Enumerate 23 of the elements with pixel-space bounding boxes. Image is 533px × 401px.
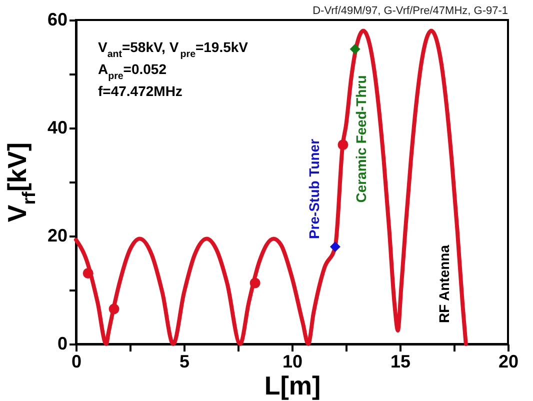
point (338, 140, 348, 150)
annotation: f=47.472MHz (98, 83, 182, 99)
line-series (74, 28, 468, 346)
x-tick-label: 5 (179, 352, 190, 372)
point (82, 268, 94, 278)
annotation: Pre-Stub Tuner (306, 138, 322, 240)
y-tick-label: 60 (47, 10, 68, 30)
x-tick-label: 0 (71, 352, 82, 372)
point (350, 44, 360, 54)
x-tick-label: 20 (498, 352, 519, 372)
x-tick-label: 15 (390, 352, 411, 372)
y-tick-label: 40 (47, 118, 68, 138)
point (250, 278, 260, 288)
annotation: Ceramic Feed-Thru (353, 75, 369, 203)
point (330, 242, 340, 252)
x-tick-label: 10 (282, 352, 303, 372)
point (108, 304, 120, 314)
y-axis-title: Vrf[kV] (2, 142, 40, 222)
annotation: RF Antenna (436, 244, 452, 324)
y-tick-label: 0 (57, 334, 68, 354)
x-axis-title: L[m] (264, 370, 321, 400)
y-tick-label: 20 (47, 226, 68, 246)
text: D-Vrf/49M/97, G-Vrf/Pre/47MHz, G-97-1 (312, 5, 508, 17)
